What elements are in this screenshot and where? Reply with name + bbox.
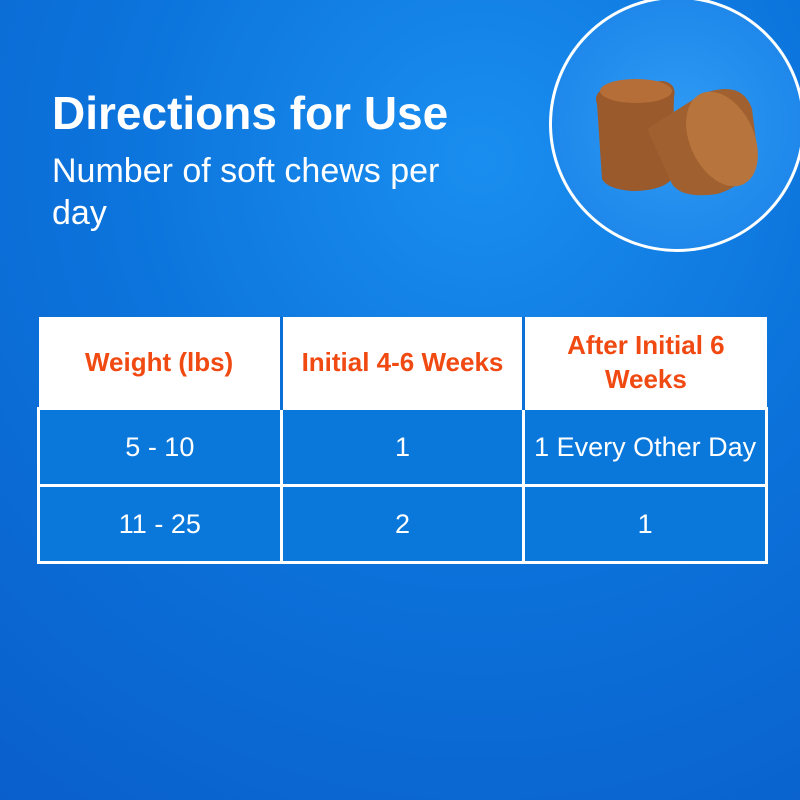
table-row: 5 - 10 1 1 Every Other Day — [37, 407, 768, 487]
column-header: Initial 4-6 Weeks — [279, 317, 524, 409]
table-cell: 1 — [279, 407, 526, 487]
soft-chew-icon — [596, 79, 758, 196]
table-cell: 5 - 10 — [37, 407, 283, 487]
table-cell: 1 Every Other Day — [522, 407, 768, 487]
dosage-table: Weight (lbs) Initial 4-6 Weeks After Ini… — [37, 317, 768, 564]
soft-chews-image — [549, 0, 800, 252]
table-header-row: Weight (lbs) Initial 4-6 Weeks After Ini… — [38, 317, 767, 409]
page-subtitle: Number of soft chews per day — [52, 152, 440, 232]
table-cell: 1 — [522, 484, 768, 564]
page-title: Directions for Use — [52, 87, 449, 139]
table-cell: 11 - 25 — [37, 484, 283, 564]
column-header: After Initial 6 Weeks — [522, 317, 767, 409]
table-row: 11 - 25 2 1 — [37, 484, 768, 564]
column-header: Weight (lbs) — [38, 317, 282, 409]
table-cell: 2 — [279, 484, 526, 564]
